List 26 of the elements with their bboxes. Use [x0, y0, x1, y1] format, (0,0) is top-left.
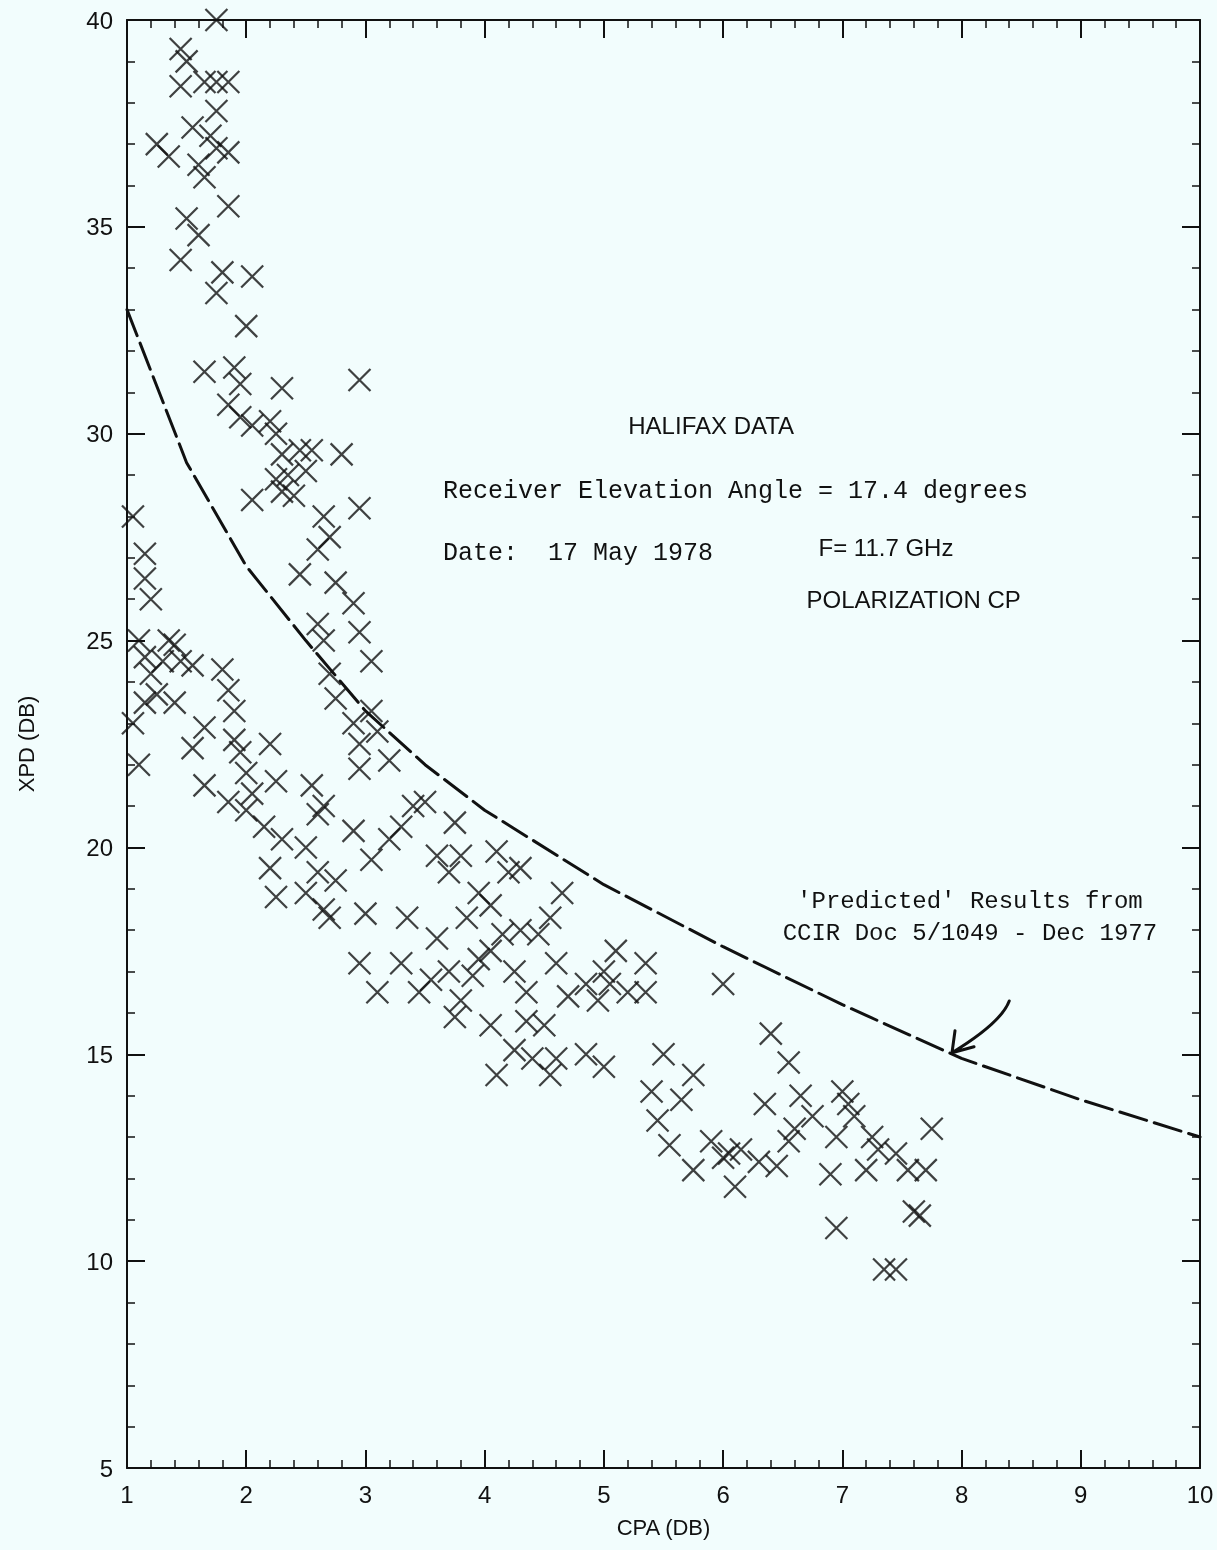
y-axis-title: XPD (DB)	[13, 695, 39, 793]
x-tick-label: 3	[358, 1480, 373, 1508]
y-tick-label: 40	[86, 6, 113, 34]
y-tick-label: 20	[86, 833, 113, 861]
y-tick-label: 30	[86, 420, 113, 448]
x-tick-label: 9	[1074, 1480, 1088, 1508]
y-tick-label: 35	[86, 213, 113, 241]
y-tick-label: 5	[99, 1454, 113, 1482]
annotation: HALIFAX DATA	[628, 411, 795, 439]
x-tick-label: 2	[239, 1480, 253, 1508]
x-tick-label: 7	[835, 1480, 850, 1508]
annotation: Receiver Elevation Angle = 17.4 degrees	[442, 477, 1029, 507]
annotation: Date: 17 May 1978	[442, 539, 713, 569]
annotation: POLARIZATION CP	[806, 585, 1021, 613]
y-tick-label: 10	[86, 1247, 113, 1275]
x-tick-label: 6	[716, 1480, 730, 1508]
x-axis-title: CPA (DB)	[616, 1514, 711, 1540]
x-tick-label: 8	[954, 1480, 969, 1508]
x-tick-label: 1	[120, 1480, 134, 1508]
y-tick-label: 15	[86, 1040, 113, 1068]
x-tick-label: 5	[597, 1480, 611, 1508]
annotation: 'Predicted' Results from CCIR Doc 5/1049 - Dec 1977	[782, 888, 1158, 948]
x-tick-label: 10	[1186, 1480, 1214, 1508]
annotation: F= 11.7 GHz	[818, 533, 954, 561]
y-tick-label: 25	[86, 627, 113, 655]
x-tick-label: 4	[477, 1480, 492, 1508]
